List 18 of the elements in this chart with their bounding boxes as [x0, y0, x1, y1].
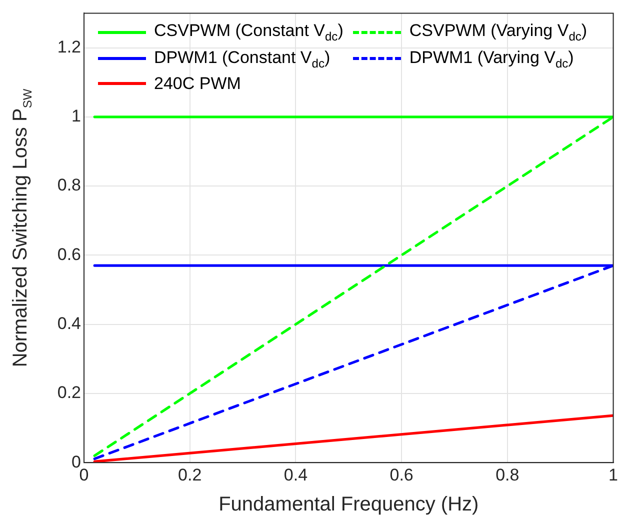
legend-label: DPWM1 (Varying V$_{dc}$)	[409, 48, 574, 70]
legend-label: CSVPWM (Varying V$_{dc}$)	[409, 21, 588, 44]
y-tick-label: 0.2	[57, 383, 81, 402]
x-tick-label: 0.4	[284, 465, 308, 484]
legend-label: CSVPWM (Constant V$_{dc}$)	[154, 21, 344, 44]
y-tick-label: 0	[72, 452, 81, 472]
y-tick-label: 1.2	[57, 37, 81, 56]
y-tick-label: 0.4	[57, 314, 81, 334]
x-tick-label: 0.8	[496, 465, 520, 484]
y-tick-label: 1	[72, 106, 81, 126]
y-tick-label: 0.8	[57, 176, 81, 195]
legend-label: 240C PWM	[154, 74, 241, 94]
y-tick-label: 0.6	[57, 244, 81, 264]
x-tick-label: 0.2	[178, 465, 202, 484]
x-tick-label: 0.6	[390, 465, 414, 484]
x-axis-title: Fundamental Frequency (Hz)	[218, 494, 479, 516]
legend-label: DPWM1 (Constant V$_{dc}$)	[154, 48, 330, 70]
x-tick-label: 1	[608, 465, 618, 484]
